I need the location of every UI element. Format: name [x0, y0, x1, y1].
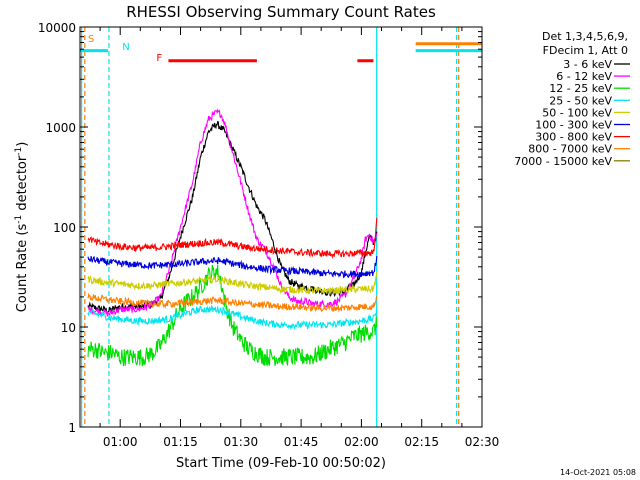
legend-header-line: Det 1,3,4,5,6,9, [542, 30, 628, 43]
legend: Det 1,3,4,5,6,9,FDecim 1, Att 03 - 6 keV… [514, 30, 630, 168]
legend-label: 12 - 25 keV [549, 82, 612, 95]
series-line-5 [87, 256, 378, 279]
legend-label: 6 - 12 keV [556, 70, 612, 83]
series-line-6 [87, 217, 378, 260]
y-axis-label-main: Count Rate (s [15, 224, 30, 313]
footer-date: 14-Oct-2021 05:08 [560, 468, 636, 477]
legend-label: 800 - 7000 keV [528, 143, 612, 156]
x-tick-label: 01:45 [284, 435, 319, 449]
y-axis-label-close: ) [15, 142, 30, 147]
series-line-3 [87, 304, 378, 331]
y-axis-label-sup2: -1 [14, 147, 24, 156]
plot-overlays: S N F [80, 27, 482, 427]
legend-label: 25 - 50 keV [549, 94, 612, 107]
chart-title: RHESSI Observing Summary Count Rates [126, 3, 436, 21]
axis-layer: 1 10 100 1000 10000 01:00 01:15 01:30 01:45 02:00… [38, 21, 499, 449]
y-tick-label: 1000 [45, 121, 76, 135]
x-tick-label: 02:15 [404, 435, 439, 449]
x-axis-label: Start Time (09-Feb-10 00:50:02) [176, 456, 386, 471]
legend-header-line: FDecim 1, Att 0 [543, 44, 628, 57]
y-tick-label: 10000 [38, 21, 76, 35]
flag-label-N: N [122, 42, 129, 53]
y-tick-label: 100 [53, 221, 76, 235]
series-line-7 [87, 292, 378, 313]
flag-label-S: S [88, 34, 94, 45]
y-axis-label-tail: detector [15, 155, 30, 215]
x-tick-label: 01:30 [224, 435, 259, 449]
plot-frame [79, 26, 483, 428]
y-axis-label: Count Rate (s-1 detector-1) [14, 142, 30, 313]
legend-label: 3 - 6 keV [563, 58, 612, 71]
legend-label: 100 - 300 keV [535, 119, 612, 132]
x-tick-label: 01:15 [163, 435, 198, 449]
y-axis-label-sup: -1 [14, 215, 24, 224]
series-line-1 [88, 108, 378, 317]
flag-label-F: F [156, 53, 162, 64]
x-tick-label: 02:30 [465, 435, 500, 449]
x-tick-label: 02:00 [344, 435, 379, 449]
legend-label: 300 - 800 keV [535, 131, 612, 144]
x-tick-label: 01:00 [103, 435, 138, 449]
series-line-2 [87, 264, 378, 367]
legend-label: 7000 - 15000 keV [514, 155, 612, 168]
series-layer [87, 108, 378, 367]
y-tick-label: 1 [68, 421, 76, 435]
y-tick-label: 10 [61, 321, 76, 335]
legend-label: 50 - 100 keV [542, 106, 612, 119]
series-line-4 [87, 271, 378, 296]
